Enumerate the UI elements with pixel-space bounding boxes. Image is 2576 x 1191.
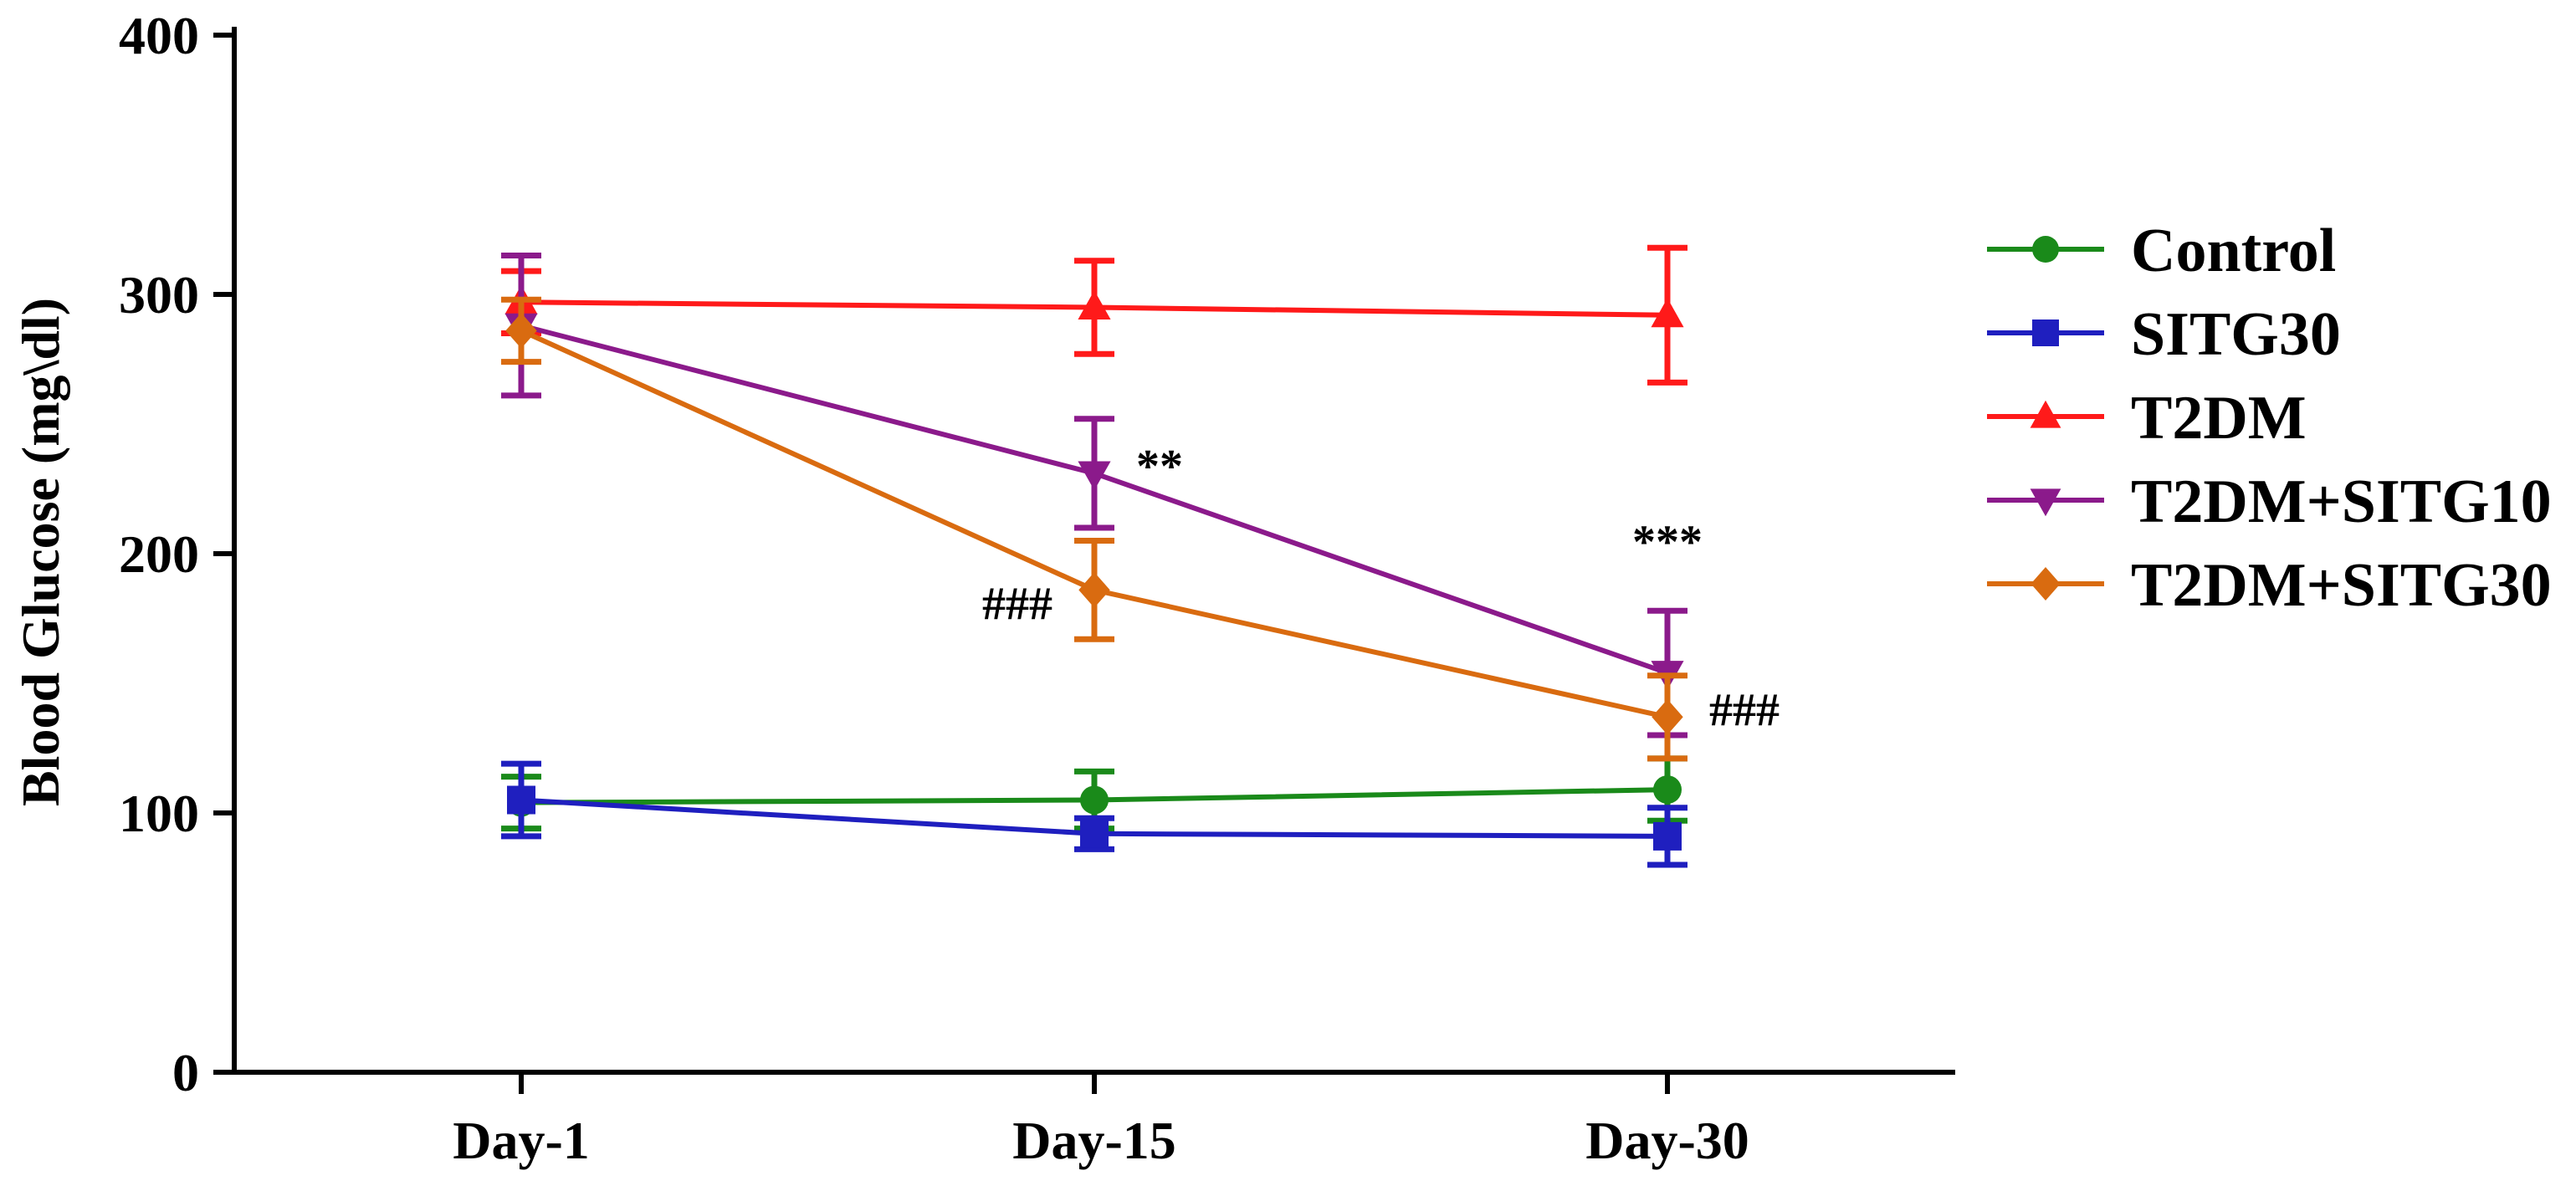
y-tick-label: 400 (119, 6, 199, 65)
series-sitg30 (501, 760, 1687, 868)
x-tick-label: Day-30 (1585, 1111, 1749, 1170)
significance-annotation: ### (1709, 684, 1780, 736)
y-tick-label: 100 (119, 784, 199, 843)
legend-marker (2030, 400, 2061, 428)
data-point (1078, 572, 1110, 608)
series-layer (501, 244, 1687, 868)
y-axis-title: Blood Glucose (mg\dl) (11, 298, 70, 806)
legend-item: T2DM+SITG30 (1987, 551, 2552, 620)
y-tick-label: 300 (119, 265, 199, 325)
data-point (1651, 298, 1684, 328)
legend-marker (2032, 319, 2059, 346)
series-t2dm (501, 244, 1687, 386)
legend-label: T2DM (2131, 384, 2307, 452)
data-point (1080, 785, 1109, 815)
legend-item: T2DM+SITG10 (1987, 468, 2552, 536)
legend-label: T2DM+SITG10 (2131, 468, 2552, 536)
y-tick-label: 200 (119, 524, 199, 584)
legend-label: Control (2131, 217, 2336, 285)
data-point (1652, 699, 1683, 735)
data-point (1080, 819, 1109, 848)
legend-marker (2030, 488, 2061, 517)
data-point (507, 785, 535, 815)
data-point (1078, 461, 1111, 491)
significance-annotation: *** (1632, 517, 1703, 569)
data-point (505, 313, 537, 349)
data-point (1653, 821, 1682, 851)
legend-marker (2032, 236, 2059, 263)
y-ticks: 0 100 200 300 400 (119, 6, 234, 1102)
annotations: ** ### *** ### (982, 441, 1780, 736)
series-t2dm-plus-sitg30 (501, 296, 1687, 762)
data-point (1078, 290, 1111, 319)
x-tick-label: Day-15 (1012, 1111, 1176, 1170)
legend-label: SITG30 (2131, 300, 2341, 369)
y-tick-label: 0 (172, 1043, 199, 1102)
legend: Control SITG30 T2DM T2DM+SITG10 T2DM+SITG30 (1987, 217, 2552, 620)
legend-item: T2DM (1987, 384, 2307, 452)
x-ticks: Day-1 Day-15 Day-30 (453, 1072, 1749, 1170)
legend-item: Control (1987, 217, 2336, 285)
x-tick-label: Day-1 (453, 1111, 590, 1170)
significance-annotation: ### (982, 578, 1052, 630)
data-point (1653, 775, 1682, 805)
legend-label: T2DM+SITG30 (2131, 551, 2552, 620)
significance-annotation: ** (1136, 441, 1183, 493)
legend-marker (2031, 567, 2061, 601)
legend-item: SITG30 (1987, 300, 2341, 369)
